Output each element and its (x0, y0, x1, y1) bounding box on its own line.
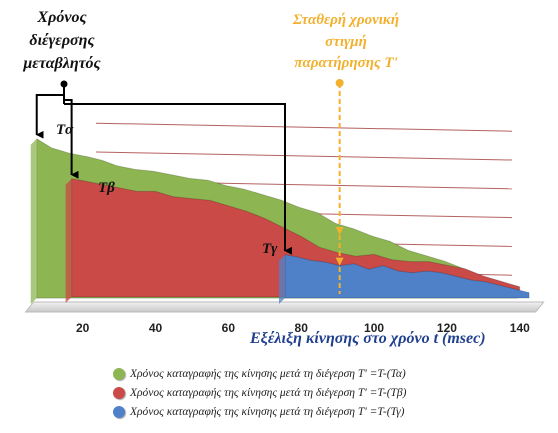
excitation-arrow (64, 103, 292, 255)
grid-line (95, 151, 513, 161)
series-labels: Tα Tβ Tγ (56, 122, 278, 257)
annotation-title-line: Σταθερή χρονική (292, 12, 399, 28)
legend-label: Χρόνος καταγραφής της κίνησης μετά τη δι… (130, 405, 405, 418)
x-axis-title: Εξέλιξη κίνησης στο χρόνο t (msec) (249, 330, 486, 347)
series-area-ta-edge (30, 138, 37, 305)
legend-swatch-blue (113, 405, 125, 418)
excitation-arrow (35, 94, 64, 139)
legend: Χρόνος καταγραφής της κίνησης μετά τη δι… (113, 364, 533, 421)
y-axis-title-line: μεταβλητός (22, 55, 100, 72)
legend-item: Χρόνος καταγραφής της κίνησης μετά τη δι… (113, 383, 533, 402)
series-areas (30, 137, 530, 305)
grid-line (95, 122, 513, 132)
series-label: Tβ (98, 180, 115, 196)
y-axis-title-line: διέγερσης (29, 32, 94, 49)
series-area-tg-edge (279, 254, 285, 304)
excitation-arrows (35, 80, 292, 255)
legend-swatch-green (113, 367, 125, 380)
y-axis-title-line: Χρόνος (36, 9, 86, 26)
legend-item: Χρόνος καταγραφής της κίνησης μετά τη δι… (113, 364, 533, 383)
series-area-tg (284, 254, 530, 299)
observation-marker (335, 79, 344, 294)
y-axis-title: Χρόνος διέγερσης μεταβλητός (22, 9, 100, 72)
annotation-title-line: στιγμή (325, 34, 367, 50)
x-tick-labels: 20 40 60 80 100 120 140 (76, 321, 530, 335)
series-area-tb-edge (65, 178, 72, 304)
series-area-tb (71, 178, 521, 298)
series-label: Tγ (262, 241, 278, 257)
x-tick-label: 140 (510, 321, 530, 335)
x-tick-label: 120 (437, 321, 457, 335)
excitation-arrow (64, 99, 79, 179)
floor-plane (24, 301, 545, 313)
series-label: Tα (56, 122, 74, 138)
annotation-title-line: παρατήρησης Τ' (294, 55, 397, 71)
x-tick-label: 80 (295, 321, 309, 335)
x-tick-label: 40 (149, 321, 163, 335)
observation-arrowhead (335, 227, 344, 235)
observation-arrowhead (335, 257, 344, 266)
x-tick-label: 60 (222, 321, 236, 335)
legend-label: Χρόνος καταγραφής της κίνησης μετά τη δι… (130, 367, 406, 380)
legend-label: Χρόνος καταγραφής της κίνησης μετά τη δι… (130, 386, 407, 399)
x-tick-label: 100 (364, 321, 384, 335)
x-tick-label: 20 (76, 321, 90, 335)
annotation-title: Σταθερή χρονική στιγμή παρατήρησης Τ' (292, 12, 399, 71)
legend-item: Χρόνος καταγραφής της κίνησης μετά τη δι… (113, 402, 533, 421)
chart-floor (24, 301, 545, 313)
legend-swatch-red (113, 386, 125, 399)
